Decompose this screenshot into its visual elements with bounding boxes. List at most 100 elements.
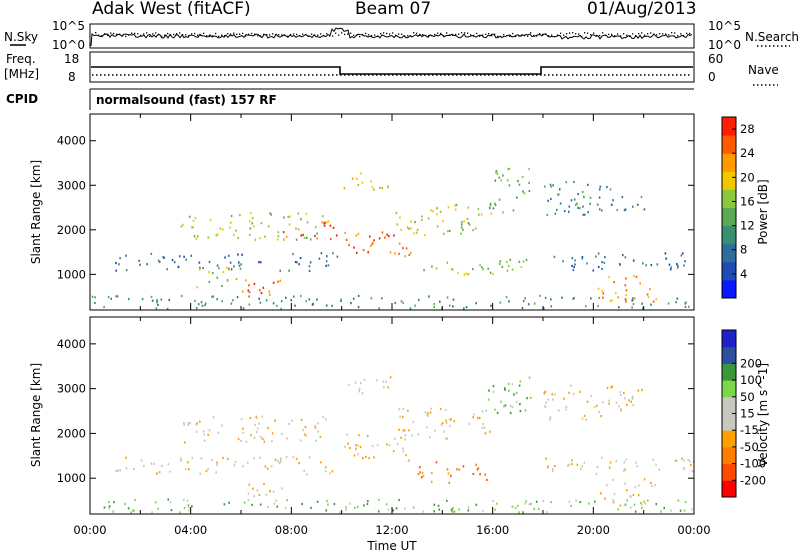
x-tick-label: 20:00 bbox=[577, 523, 610, 537]
data-cell bbox=[665, 257, 667, 260]
data-cell bbox=[103, 305, 105, 309]
data-cell bbox=[412, 506, 415, 509]
data-cell bbox=[509, 411, 512, 415]
data-cell bbox=[612, 499, 614, 502]
data-cell bbox=[308, 298, 311, 301]
data-cell bbox=[489, 430, 491, 433]
data-cell bbox=[596, 466, 599, 469]
data-cell bbox=[544, 405, 547, 409]
data-cell bbox=[153, 462, 155, 465]
data-cell bbox=[537, 507, 540, 510]
velocity-colorbar-tick-label: 15 bbox=[740, 407, 755, 421]
nsearch-dot bbox=[602, 32, 604, 34]
nsearch-dot bbox=[302, 33, 304, 35]
data-cell bbox=[189, 422, 191, 425]
data-cell bbox=[108, 501, 110, 504]
power-ylabel: Slant Range [km] bbox=[29, 160, 43, 264]
data-cell bbox=[654, 484, 656, 487]
data-cell bbox=[675, 301, 677, 304]
data-cell bbox=[283, 238, 285, 241]
data-cell bbox=[495, 170, 498, 173]
data-cell bbox=[488, 207, 491, 210]
data-cell bbox=[272, 281, 275, 284]
nsearch-dot bbox=[584, 32, 586, 34]
data-cell bbox=[208, 260, 211, 263]
data-cell bbox=[270, 213, 272, 216]
data-cell bbox=[688, 305, 690, 308]
data-cell bbox=[483, 426, 486, 429]
nave-label: Nave bbox=[748, 63, 779, 77]
power-colorbar-swatch bbox=[722, 135, 736, 154]
data-cell bbox=[579, 501, 582, 504]
data-cell bbox=[138, 259, 140, 262]
nsearch-dot bbox=[413, 32, 415, 34]
nsearch-dot bbox=[179, 32, 181, 34]
data-cell bbox=[247, 499, 250, 502]
data-cell bbox=[620, 409, 622, 412]
data-cell bbox=[326, 255, 328, 258]
data-cell bbox=[643, 208, 646, 211]
data-cell bbox=[623, 209, 626, 212]
data-cell bbox=[253, 282, 256, 285]
nsearch-dot bbox=[317, 34, 319, 36]
power-colorbar-tick-label: 16 bbox=[740, 194, 755, 208]
nsearch-dot bbox=[323, 34, 325, 37]
data-cell bbox=[249, 233, 251, 236]
data-cell bbox=[320, 252, 323, 255]
data-cell bbox=[215, 234, 218, 237]
data-cell bbox=[289, 215, 291, 218]
data-cell bbox=[268, 290, 271, 293]
data-cell bbox=[475, 463, 477, 466]
data-region bbox=[487, 376, 532, 415]
data-cell bbox=[579, 467, 582, 470]
data-cell bbox=[581, 256, 584, 259]
data-cell bbox=[476, 417, 479, 420]
data-cell bbox=[528, 376, 531, 379]
data-cell bbox=[240, 263, 242, 266]
nsearch-dot bbox=[194, 32, 196, 35]
data-cell bbox=[472, 416, 474, 419]
data-cell bbox=[273, 502, 276, 505]
data-cell bbox=[368, 457, 370, 460]
data-cell bbox=[468, 223, 471, 226]
data-cell bbox=[203, 439, 206, 442]
nsearch-dot bbox=[158, 33, 160, 35]
nsearch-dot bbox=[377, 35, 379, 38]
data-cell bbox=[446, 296, 449, 299]
data-cell bbox=[658, 468, 660, 471]
data-cell bbox=[632, 396, 634, 399]
data-cell bbox=[271, 440, 273, 443]
data-cell bbox=[113, 501, 115, 504]
data-cell bbox=[561, 296, 563, 299]
data-cell bbox=[259, 503, 262, 506]
data-cell bbox=[427, 414, 429, 417]
data-cell bbox=[430, 480, 433, 483]
data-cell bbox=[601, 289, 604, 293]
data-cell bbox=[519, 409, 522, 413]
data-cell bbox=[411, 434, 413, 437]
nsky-tick-bottom: 10^0 bbox=[52, 38, 85, 52]
data-cell bbox=[647, 499, 649, 502]
data-cell bbox=[676, 263, 678, 266]
data-cell bbox=[279, 269, 282, 272]
data-cell bbox=[156, 301, 158, 304]
data-cell bbox=[490, 212, 493, 215]
data-cell bbox=[258, 261, 260, 264]
data-cell bbox=[370, 180, 372, 183]
data-cell bbox=[453, 420, 456, 423]
data-cell bbox=[522, 299, 525, 303]
nsearch-dot bbox=[485, 33, 487, 35]
data-cell bbox=[370, 297, 373, 300]
nsearch-dot bbox=[635, 35, 637, 37]
data-cell bbox=[279, 459, 282, 462]
nsearch-dot bbox=[524, 35, 526, 37]
power-colorbar-swatch bbox=[722, 243, 736, 263]
data-cell bbox=[344, 231, 346, 234]
data-cell bbox=[276, 238, 279, 241]
data-cell bbox=[602, 296, 604, 299]
data-cell bbox=[221, 284, 223, 288]
data-cell bbox=[256, 427, 259, 430]
velocity-colorbar-swatch bbox=[722, 396, 736, 414]
nsearch-dot bbox=[110, 32, 112, 34]
data-cell bbox=[604, 256, 606, 259]
